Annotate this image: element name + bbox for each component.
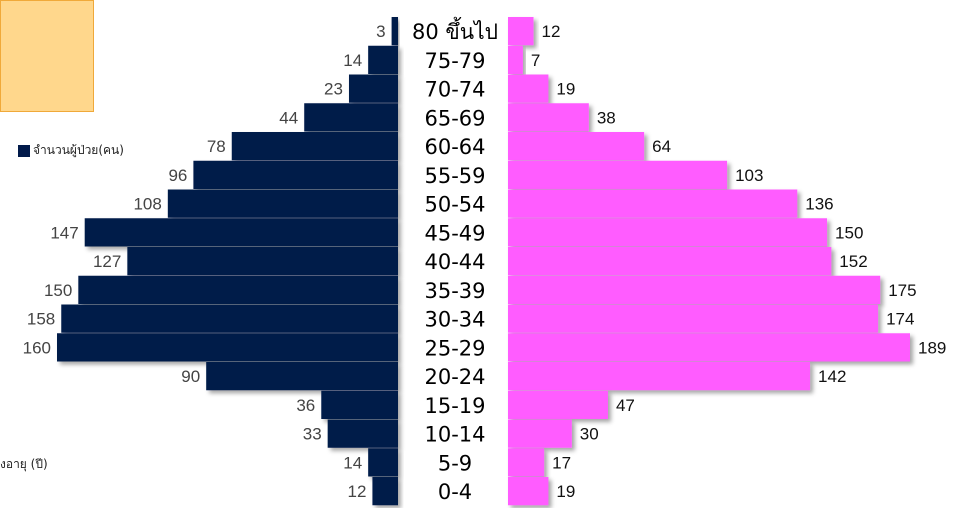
female-bar [508, 132, 645, 161]
male-bar [321, 390, 398, 419]
female-value-label: 142 [818, 367, 846, 386]
female-value-label: 189 [918, 338, 946, 357]
male-value-label: 44 [279, 108, 298, 127]
female-value-label: 174 [886, 310, 914, 329]
male-bar [127, 247, 399, 276]
age-group-label: 25-29 [424, 336, 485, 360]
male-bar [57, 333, 398, 362]
age-group-label: 10-14 [424, 423, 485, 447]
female-bar [508, 419, 572, 448]
female-value-label: 152 [839, 252, 867, 271]
female-bar [508, 189, 798, 218]
male-value-label: 23 [324, 80, 343, 99]
female-value-label: 64 [652, 137, 671, 156]
female-value-label: 19 [556, 482, 575, 501]
female-bar [508, 103, 589, 132]
male-bar [167, 189, 398, 218]
male-bar [368, 45, 398, 74]
female-value-label: 17 [552, 453, 571, 472]
male-value-label: 90 [181, 367, 200, 386]
age-group-label: 30-34 [424, 308, 485, 332]
age-group-label: 35-39 [424, 279, 485, 303]
female-bar [508, 74, 549, 103]
female-bar [508, 333, 910, 362]
male-value-label: 36 [296, 396, 315, 415]
age-group-label: 65-69 [424, 106, 485, 130]
female-value-label: 175 [888, 281, 916, 300]
age-group-label: 40-44 [424, 250, 485, 274]
legend-label: จำนวนผู้ป่วย(คน) [33, 143, 124, 157]
age-group-label: 45-49 [424, 221, 485, 245]
male-value-label: 14 [343, 51, 362, 70]
legend: จำนวนผู้ป่วย(คน) [18, 141, 124, 160]
male-value-label: 158 [27, 310, 55, 329]
age-group-label: 70-74 [424, 78, 485, 102]
age-group-label: 55-59 [424, 164, 485, 188]
male-value-label: 147 [50, 223, 78, 242]
male-value-label: 12 [348, 482, 367, 501]
age-group-label: 5-9 [438, 451, 472, 475]
male-bar [206, 362, 398, 391]
age-group-label: 50-54 [424, 193, 485, 217]
male-bar [78, 275, 398, 304]
male-value-label: 127 [93, 252, 121, 271]
male-bar [84, 218, 399, 247]
male-bar [61, 304, 398, 333]
female-value-label: 19 [556, 80, 575, 99]
female-bar [508, 448, 545, 477]
male-value-label: 150 [44, 281, 72, 300]
female-bar [508, 304, 879, 333]
male-value-label: 3 [376, 22, 385, 41]
female-value-label: 12 [542, 22, 561, 41]
age-group-label: 15-19 [424, 394, 485, 418]
male-bar [368, 448, 398, 477]
age-group-label: 80 ขึ้นไป [412, 17, 498, 44]
female-value-label: 7 [531, 51, 540, 70]
female-bar [508, 247, 832, 276]
female-bar [508, 160, 728, 189]
male-bar [348, 74, 398, 103]
female-bar [508, 218, 828, 247]
male-bar [327, 419, 398, 448]
male-bar [372, 477, 398, 506]
female-value-label: 47 [616, 396, 635, 415]
female-bar [508, 477, 549, 506]
legend-swatch-icon [18, 144, 30, 157]
female-bar [508, 45, 523, 74]
female-value-label: 136 [805, 195, 833, 214]
male-bar [391, 17, 398, 46]
female-value-label: 38 [597, 108, 616, 127]
axis-label: งอายุ (ปี) [0, 457, 48, 471]
male-bar [193, 160, 398, 189]
male-bar [304, 103, 398, 132]
female-bar [508, 275, 881, 304]
male-value-label: 33 [303, 425, 322, 444]
male-value-label: 160 [23, 338, 51, 357]
male-value-label: 108 [133, 195, 161, 214]
age-group-label: 0-4 [438, 480, 472, 504]
female-bar [508, 390, 608, 419]
female-value-label: 150 [835, 223, 863, 242]
female-bar [508, 362, 811, 391]
female-value-label: 30 [580, 425, 599, 444]
female-bar [508, 17, 534, 46]
male-value-label: 78 [207, 137, 226, 156]
age-group-label: 60-64 [424, 135, 485, 159]
male-value-label: 14 [343, 453, 362, 472]
age-group-label: 20-24 [424, 365, 485, 389]
female-value-label: 103 [735, 166, 763, 185]
male-bar [231, 132, 398, 161]
age-group-label: 75-79 [424, 49, 485, 73]
male-value-label: 96 [168, 166, 187, 185]
decorative-box [0, 0, 94, 112]
